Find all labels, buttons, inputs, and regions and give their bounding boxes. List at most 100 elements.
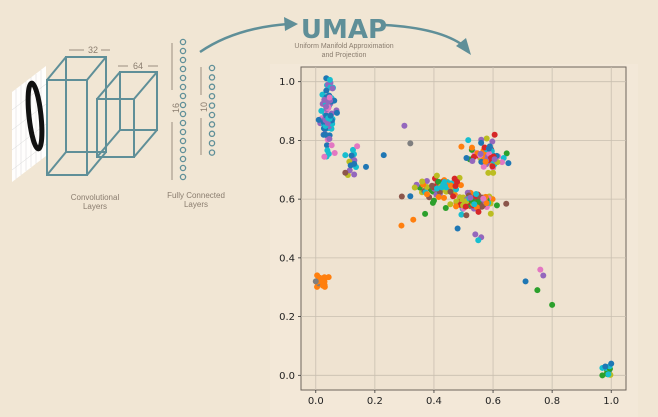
x-tick-label: 0.2 [367,396,383,407]
y-tick-label: 0.6 [279,195,295,206]
scatter-point [463,212,470,219]
scatter-point [491,156,498,163]
scatter-point [312,278,319,285]
scatter-point [463,155,470,162]
neuron [179,146,187,154]
neuron [179,155,187,163]
scatter-point [483,135,490,142]
scatter-point [331,97,338,104]
scatter-point [469,157,476,164]
scatter-point [398,193,405,200]
scatter-point [319,282,326,289]
scatter-point [398,222,405,229]
scatter-point [424,191,431,198]
scatter-point [433,185,440,192]
scatter-point [441,194,448,201]
arrowhead-right-icon [456,38,471,55]
neuron [208,64,216,72]
scatter-point [451,175,458,182]
scatter-point [540,272,547,279]
scatter-point [473,191,480,198]
scatter-point [329,85,336,92]
neuron [208,83,216,91]
neuron [208,130,216,138]
neuron [179,110,187,118]
neuron [179,47,187,55]
arrow-left-icon [199,22,289,54]
neuron [179,83,187,91]
scatter-point [323,87,330,94]
scatter-point [349,146,356,153]
scatter-point [411,184,418,191]
conv-label-line2: Layers [83,202,107,211]
scatter-point [465,137,472,144]
scatter-point [450,193,457,200]
scatter-point [419,178,426,185]
scatter-point [423,177,430,184]
scatter-point [503,200,510,207]
umap-title: UMAP [301,15,387,45]
x-tick-label: 0.6 [485,396,501,407]
y-tick-label: 0.4 [279,253,295,264]
scatter-point [447,182,454,189]
scatter-point [489,163,496,170]
scatter-point [422,210,429,217]
neuron [179,56,187,64]
scatter-point [380,152,387,159]
dim-lines [69,43,202,180]
dim-10-label: 10 [199,102,209,112]
scatter-point [326,135,333,142]
scatter-point [447,201,454,208]
scatter-point [327,112,334,119]
scatter-point [608,360,615,367]
scatter-point [328,142,335,149]
scatter-point [342,152,349,159]
scatter-point [605,371,612,378]
scatter-point [483,200,490,207]
x-tick-label: 0.8 [544,396,560,407]
plot-area [300,66,627,391]
fc-layer-10 [208,64,216,156]
scatter-point [325,150,332,157]
neuron [179,65,187,73]
scatter-point [354,143,361,150]
x-tick-label: 1.0 [603,396,619,407]
neuron [179,128,187,136]
scatter-point [326,76,333,83]
scatter-point [318,107,325,114]
scatter-point [453,198,460,205]
arrowhead-left-icon [284,17,298,31]
scatter-points [312,75,615,379]
scatter-point [452,182,459,189]
scatter-point [485,145,492,152]
scatter-point [428,182,435,189]
scatter-point [442,204,449,211]
scatter-point [599,372,606,379]
neuron [179,38,187,46]
scatter-point [478,139,485,146]
x-tick-label: 0.4 [426,396,442,407]
scatter-point [331,150,338,157]
scatter-point [534,287,541,294]
neuron [179,119,187,127]
scatter-point [505,160,512,167]
scatter-point [348,152,355,159]
scatter-point [433,172,440,179]
scatter-point [321,153,328,160]
scatter-point [440,181,447,188]
dim-16-label: 16 [171,103,181,113]
scatter-point [490,169,497,176]
neuron [179,92,187,100]
umap-subtitle-line1: Uniform Manifold Approximation [294,43,393,50]
scatter-point [346,167,353,174]
scatter-point [333,109,340,116]
y-tick-label: 0.0 [279,371,295,382]
scatter-point [503,150,510,157]
scatter-point [315,116,322,123]
scatter-point [453,203,460,210]
scatter-point [325,274,332,281]
scatter-point [323,103,330,110]
scatter-point [458,211,465,218]
conv-block-32 [46,56,107,176]
